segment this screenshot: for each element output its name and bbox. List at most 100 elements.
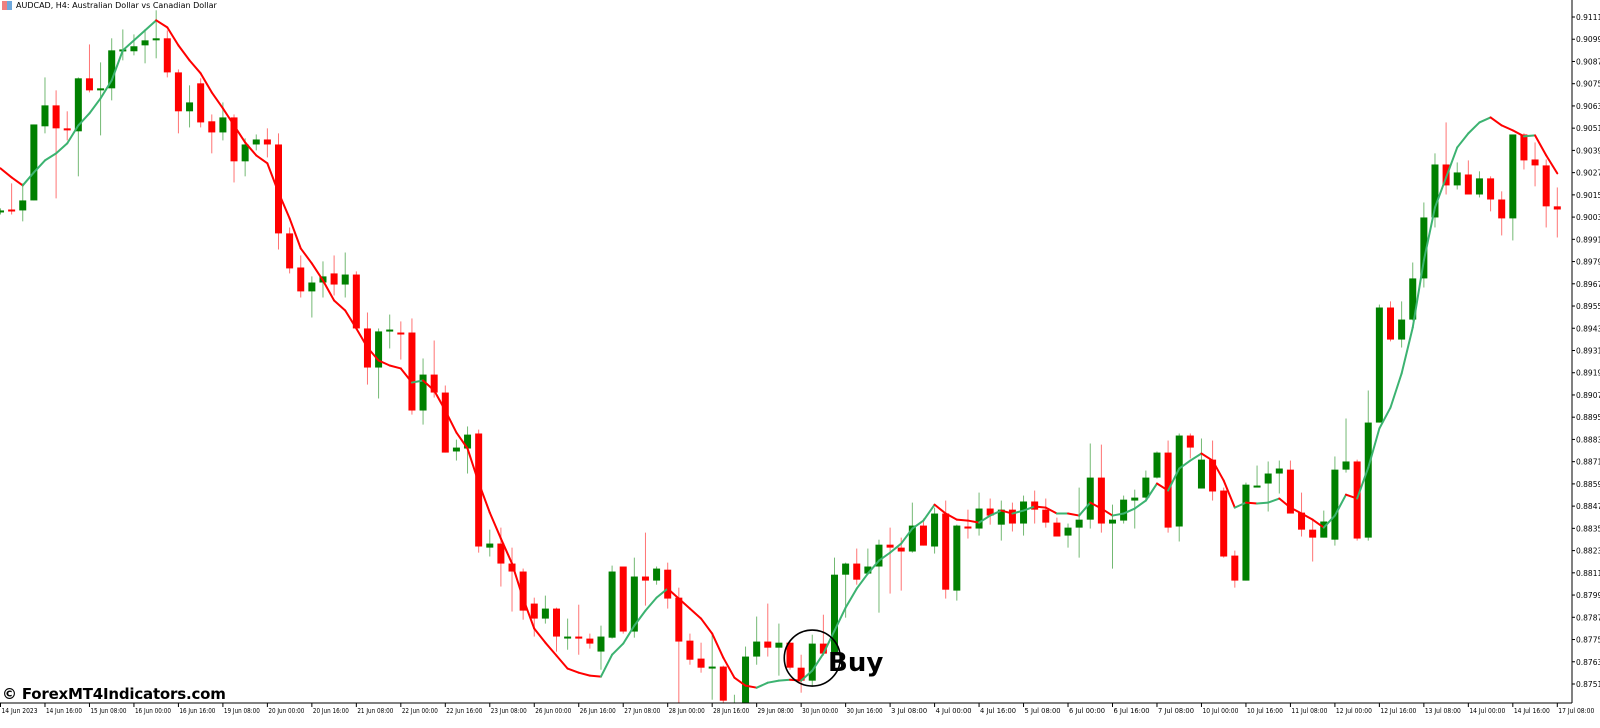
- ma-segment-down: [1244, 501, 1259, 505]
- bear-candle: [1008, 502, 1016, 532]
- ma-segment-down: [1200, 452, 1214, 462]
- bear-candle: [1209, 440, 1217, 501]
- ma-segment-down: [155, 19, 169, 29]
- bear-candle: [641, 532, 649, 606]
- bull-candle: [1242, 482, 1250, 581]
- candle-body: [508, 563, 516, 572]
- ma-segment-down: [433, 389, 447, 412]
- bull-candle: [1331, 456, 1339, 546]
- bull-candle: [1398, 301, 1406, 348]
- candle-body: [241, 144, 249, 162]
- ma-segment-down: [277, 191, 291, 220]
- ma-segment-up: [1178, 459, 1192, 470]
- ma-segment-down: [666, 587, 680, 600]
- ma-segment-up: [855, 572, 869, 590]
- bull-candle: [708, 634, 716, 700]
- ma-segment-down: [177, 44, 191, 62]
- bull-candle: [1264, 461, 1272, 512]
- ma-segment-up: [1422, 206, 1436, 262]
- ma-segment-down: [1100, 507, 1114, 517]
- candle-body: [1375, 307, 1383, 423]
- bull-candle: [931, 507, 939, 554]
- ma-segment-down: [1044, 506, 1058, 515]
- bear-candle: [508, 547, 516, 612]
- ma-segment-down: [544, 641, 558, 657]
- candle-body: [630, 576, 638, 632]
- candle-body: [686, 640, 694, 660]
- ma-segment-down: [1211, 459, 1225, 482]
- bear-candle: [1542, 159, 1550, 228]
- candle-body: [74, 78, 82, 132]
- bull-candle: [386, 314, 394, 349]
- bull-candle: [1197, 438, 1205, 489]
- bear-candle: [786, 641, 794, 670]
- bull-candle: [1342, 418, 1350, 473]
- ma-segment-up: [777, 678, 792, 682]
- bull-candle: [1409, 262, 1417, 321]
- ma-segment-down: [10, 176, 24, 187]
- bear-candle: [575, 604, 583, 655]
- ma-segment-up: [88, 97, 102, 115]
- ma-segment-down: [1222, 479, 1236, 509]
- time-tick-label: 17 Jul 08:00: [1558, 707, 1594, 715]
- time-tick-label: 30 Jun 00:00: [802, 707, 838, 715]
- ma-segment-up: [989, 509, 1003, 517]
- candle-body: [1309, 529, 1317, 538]
- bull-candle: [1453, 162, 1461, 190]
- ma-segment-down: [399, 367, 413, 384]
- ma-segment-up: [833, 606, 847, 632]
- time-tick-label: 19 Jun 08:00: [224, 707, 260, 715]
- time-tick-label: 16 Jun 16:00: [179, 707, 215, 715]
- candle-body: [786, 642, 794, 668]
- bull-candle: [808, 634, 816, 686]
- candle-body: [1487, 178, 1495, 200]
- time-tick-label: 15 Jun 08:00: [90, 707, 126, 715]
- ma-segment-down: [700, 617, 714, 635]
- bull-candle: [1075, 487, 1083, 558]
- ma-segment-down: [444, 409, 458, 434]
- candle-body: [419, 374, 427, 411]
- bear-candle: [430, 340, 438, 398]
- bull-candle: [597, 625, 605, 670]
- bull-candle: [341, 252, 349, 298]
- time-tick-label: 14 Jun 16:00: [46, 707, 82, 715]
- candle-body: [1420, 217, 1428, 279]
- bear-candle: [1053, 517, 1061, 537]
- candle-body: [197, 83, 205, 123]
- candle-body: [808, 643, 816, 681]
- bear-candle: [397, 321, 405, 360]
- bear-candle: [52, 90, 60, 199]
- ma-segment-down: [1289, 506, 1303, 515]
- time-tick-label: 4 Jul 16:00: [980, 707, 1016, 715]
- bear-candle: [619, 566, 627, 634]
- candle-body: [252, 139, 260, 145]
- ma-segment-up: [911, 519, 925, 530]
- bull-candle: [753, 616, 761, 665]
- candle-body: [986, 508, 994, 516]
- candle-body: [297, 267, 305, 292]
- candle-body: [1064, 527, 1072, 536]
- ma-segment-down: [1511, 129, 1525, 138]
- candle-body: [608, 571, 616, 638]
- bear-candle: [1498, 191, 1506, 236]
- candle-body: [19, 200, 27, 211]
- ma-segment-down: [233, 124, 247, 144]
- time-tick-label: 27 Jun 08:00: [624, 707, 660, 715]
- bear-candle: [686, 633, 694, 665]
- candle-body: [1531, 159, 1539, 166]
- ma-segment-down: [744, 684, 758, 689]
- time-tick-label: 10 Jul 16:00: [1247, 707, 1283, 715]
- bull-candle: [0, 208, 4, 215]
- bull-candle: [831, 557, 838, 655]
- ma-segment-up: [900, 527, 914, 545]
- bull-candle: [1086, 443, 1094, 529]
- candle-body: [653, 568, 661, 581]
